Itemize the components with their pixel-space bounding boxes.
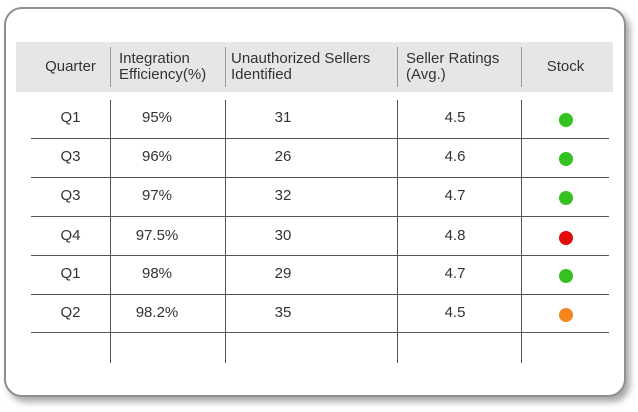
cell-unauthorized: 26 [274,148,292,165]
cell-quarter: Q3 [60,187,81,204]
cell-quarter: Q4 [60,227,81,244]
cell-unauthorized: 30 [274,227,292,244]
cell-rating: 4.8 [444,227,466,244]
cell-rating: 4.6 [444,148,466,165]
cell-unauthorized: 32 [274,187,292,204]
header-divider [110,47,111,87]
cell-quarter: Q2 [60,304,81,321]
row-divider [31,294,609,295]
row-divider [31,216,609,217]
cell-quarter: Q1 [60,265,81,282]
stock-status-dot [559,268,573,283]
cell-rating: 4.7 [444,265,466,282]
cell-quarter: Q3 [60,148,81,165]
cell-efficiency: 98.2% [135,304,179,321]
stock-status-dot [559,230,573,245]
cell-unauthorized: 29 [274,265,292,282]
header-seller-ratings[interactable]: Seller Ratings (Avg.) [406,50,500,83]
row-divider [31,177,609,178]
header-stock[interactable]: Stock [546,58,585,75]
header-unauthorized-sellers[interactable]: Unauthorized Sellers Identified [231,50,371,83]
stock-status-dot [559,112,573,127]
header-divider [225,47,226,87]
stock-status-dot [559,151,573,166]
cell-efficiency: 97% [141,187,173,204]
cell-rating: 4.7 [444,187,466,204]
cell-quarter: Q1 [60,109,81,126]
cell-stock [522,139,610,178]
cell-unauthorized: 31 [274,109,292,126]
column-divider [397,100,398,363]
cell-stock [522,178,610,217]
header-quarter[interactable]: Quarter [45,58,96,75]
column-divider [521,100,522,363]
cell-stock [522,218,610,257]
cell-unauthorized: 35 [274,304,292,321]
stock-status-dot [559,307,573,322]
cell-efficiency: 97.5% [135,227,179,244]
cell-efficiency: 96% [141,148,173,165]
cell-rating: 4.5 [444,109,466,126]
header-integration-efficiency[interactable]: Integration Efficiency(%) [119,50,207,83]
row-divider [31,332,609,333]
cell-efficiency: 98% [141,265,173,282]
cell-stock [522,256,610,295]
row-divider [31,138,609,139]
cell-efficiency: 95% [141,109,173,126]
column-divider [225,100,226,363]
header-divider [521,47,522,87]
header-divider [397,47,398,87]
column-divider [110,100,111,363]
row-divider [31,255,609,256]
cell-stock [522,100,610,139]
stock-status-dot [559,190,573,205]
cell-stock [522,295,610,334]
cell-rating: 4.5 [444,304,466,321]
table-header [16,42,613,92]
